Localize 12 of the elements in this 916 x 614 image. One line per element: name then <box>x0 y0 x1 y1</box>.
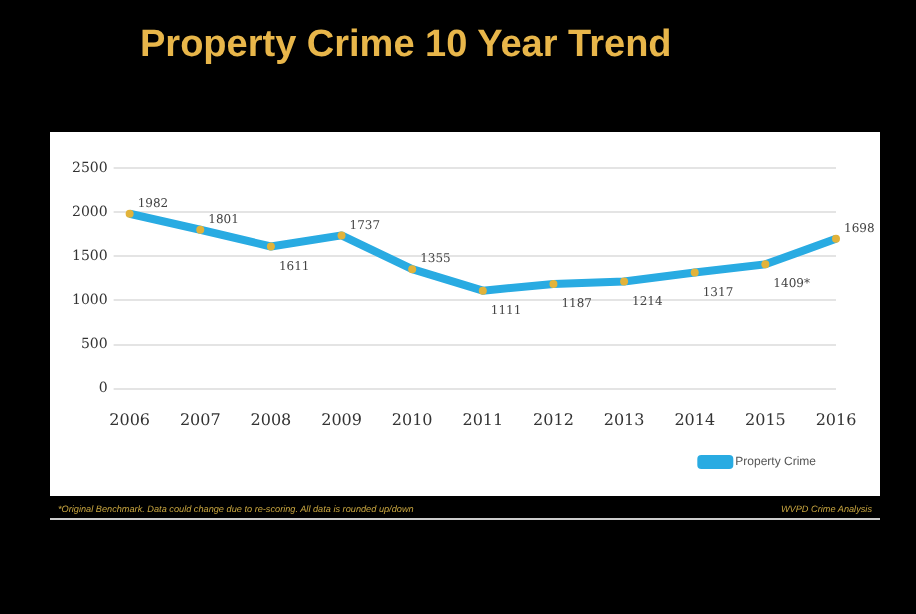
x-tick-label: 2008 <box>250 410 292 429</box>
chart-title: Property Crime 10 Year Trend <box>140 24 672 68</box>
x-tick-label: 2012 <box>533 410 574 429</box>
x-tick-label: 2007 <box>179 410 221 429</box>
x-tick-label: 2015 <box>745 410 786 429</box>
x-tick-label: 2009 <box>321 410 362 429</box>
x-tick-label: 2006 <box>109 410 150 429</box>
x-tick-label: 2013 <box>603 410 645 429</box>
x-tick-label: 2014 <box>674 410 716 429</box>
x-tick-label: 2010 <box>391 410 433 429</box>
x-tick-label: 2011 <box>462 410 504 429</box>
x-tick-label: 2016 <box>815 410 857 429</box>
